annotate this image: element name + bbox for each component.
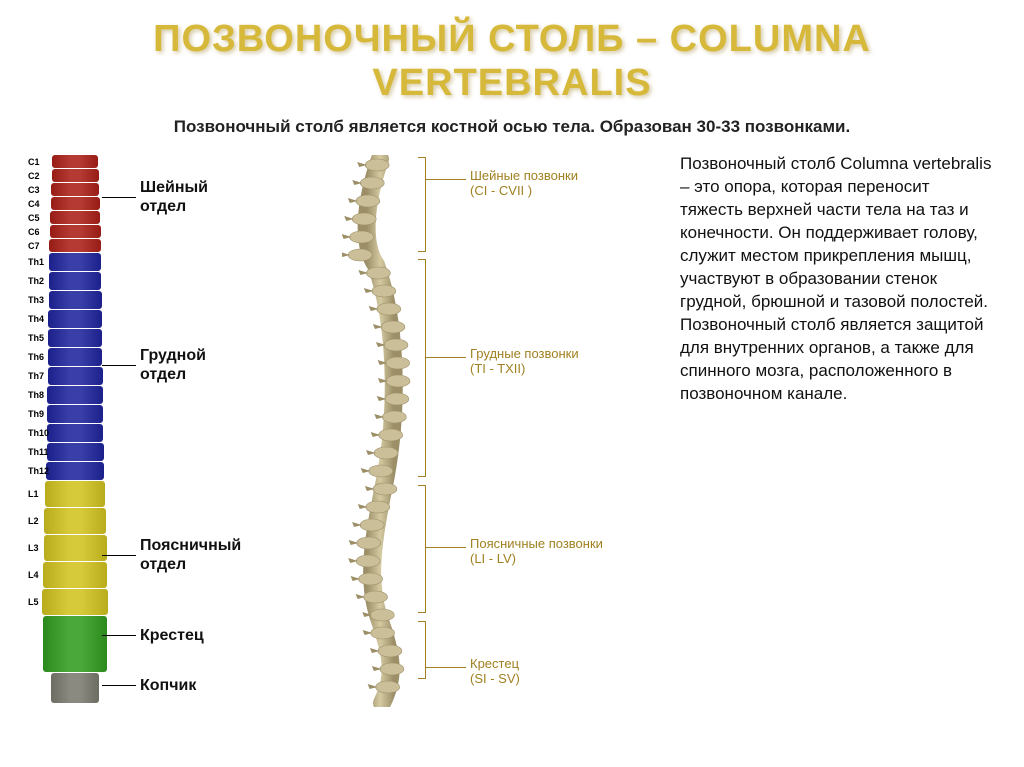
- vertebra-segment: [43, 562, 108, 588]
- vertebra-segment: [47, 386, 103, 404]
- bracket-thoracic: [418, 259, 426, 477]
- description-text: Позвоночный столб Columna vertebralis – …: [680, 147, 1012, 717]
- vertebra-label: Th2: [28, 276, 44, 286]
- vertebra-segment: [49, 291, 102, 309]
- label-cervical: Шейный отдел: [140, 179, 208, 216]
- vertebra-label: Th8: [28, 390, 44, 400]
- pointer-line: [102, 365, 136, 366]
- lat-label-lumbar: Поясничные позвонки(LI - LV): [470, 537, 603, 566]
- vertebra-label: Th11: [28, 447, 49, 457]
- label-coccyx: Копчик: [140, 677, 196, 695]
- lat-label-cervical: Шейные позвонки(CI - CVII ): [470, 169, 578, 198]
- vertebra-segment: [51, 183, 99, 196]
- pointer-line: [102, 635, 136, 636]
- vertebra-label: Th4: [28, 314, 44, 324]
- vertebra-segment: [48, 348, 103, 366]
- vertebra-segment: [45, 481, 105, 507]
- bracket-lumbar: [418, 485, 426, 613]
- vertebra-segment: [51, 197, 100, 210]
- page-subtitle: Позвоночный столб является костной осью …: [0, 113, 1024, 147]
- vertebra-segment: [49, 272, 102, 290]
- label-sacrum: Крестец: [140, 627, 204, 645]
- lat-label-sacrum: Крестец(SI - SV): [470, 657, 520, 686]
- vertebra-label: Th6: [28, 352, 44, 362]
- vertebra-label: C4: [28, 199, 40, 209]
- vertebra-segment: [44, 508, 106, 534]
- vertebra-segment: [52, 169, 99, 182]
- bracket-cervical: [418, 157, 426, 252]
- vertebra-label: C2: [28, 171, 40, 181]
- lat-line: [426, 357, 466, 358]
- vertebra-label: L3: [28, 543, 39, 553]
- vertebra-segment: [50, 225, 101, 238]
- vertebra-segment: [46, 462, 104, 480]
- vertebra-segment: [48, 367, 103, 385]
- lat-line: [426, 179, 466, 180]
- vertebra-label: C6: [28, 227, 40, 237]
- lat-line: [426, 667, 466, 668]
- pointer-line: [102, 197, 136, 198]
- vertebra-label: Th10: [28, 428, 49, 438]
- diagram-area: C1 C2 C3 C4 C5 C6 C7 Th1 Th2 Th3 Th4 Th5 Th6 Th7 Th8 Th…: [12, 147, 672, 717]
- vertebra-segment: [47, 424, 104, 442]
- vertebra-label: C3: [28, 185, 40, 195]
- vertebra-label: C7: [28, 241, 40, 251]
- bracket-sacrum: [418, 621, 426, 679]
- vertebra-label: C1: [28, 157, 40, 167]
- vertebra-segment: [42, 589, 108, 615]
- page-title: ПОЗВОНОЧНЫЙ СТОЛБ – COLUMNA VERTEBRALIS: [0, 0, 1024, 113]
- vertebra-label: C5: [28, 213, 40, 223]
- vertebra-segment: [47, 443, 104, 461]
- vertebra-segment: [49, 253, 101, 271]
- spine-lateral: [342, 155, 412, 707]
- vertebra-segment: [43, 616, 107, 672]
- vertebra-label: Th5: [28, 333, 44, 343]
- vertebra-segment: [44, 535, 107, 561]
- vertebra-label: L4: [28, 570, 39, 580]
- vertebra-segment: [50, 211, 100, 224]
- label-lumbar: Поясничный отдел: [140, 537, 241, 574]
- lat-label-thoracic: Грудные позвонки(TI - TXII): [470, 347, 579, 376]
- pointer-line: [102, 685, 136, 686]
- vertebra-label: Th3: [28, 295, 44, 305]
- vertebra-segment: [52, 155, 98, 168]
- vertebra-label: Th7: [28, 371, 44, 381]
- label-thoracic: Грудной отдел: [140, 347, 206, 384]
- vertebra-segment: [51, 673, 99, 703]
- vertebra-label: L2: [28, 516, 39, 526]
- spine-colored: C1C2C3C4C5C6C7Th1Th2Th3Th4Th5Th6Th7Th8Th…: [52, 155, 98, 707]
- vertebra-label: Th12: [28, 466, 49, 476]
- lat-line: [426, 547, 466, 548]
- vertebra-segment: [49, 239, 101, 252]
- vertebra-segment: [47, 405, 103, 423]
- vertebra-segment: [48, 329, 102, 347]
- content-row: C1 C2 C3 C4 C5 C6 C7 Th1 Th2 Th3 Th4 Th5 Th6 Th7 Th8 Th…: [0, 147, 1024, 717]
- vertebra-label: L1: [28, 489, 39, 499]
- vertebra-label: L5: [28, 597, 39, 607]
- vertebra-segment: [48, 310, 102, 328]
- pointer-line: [102, 555, 136, 556]
- vertebra-label: Th1: [28, 257, 44, 267]
- vertebra-label: Th9: [28, 409, 44, 419]
